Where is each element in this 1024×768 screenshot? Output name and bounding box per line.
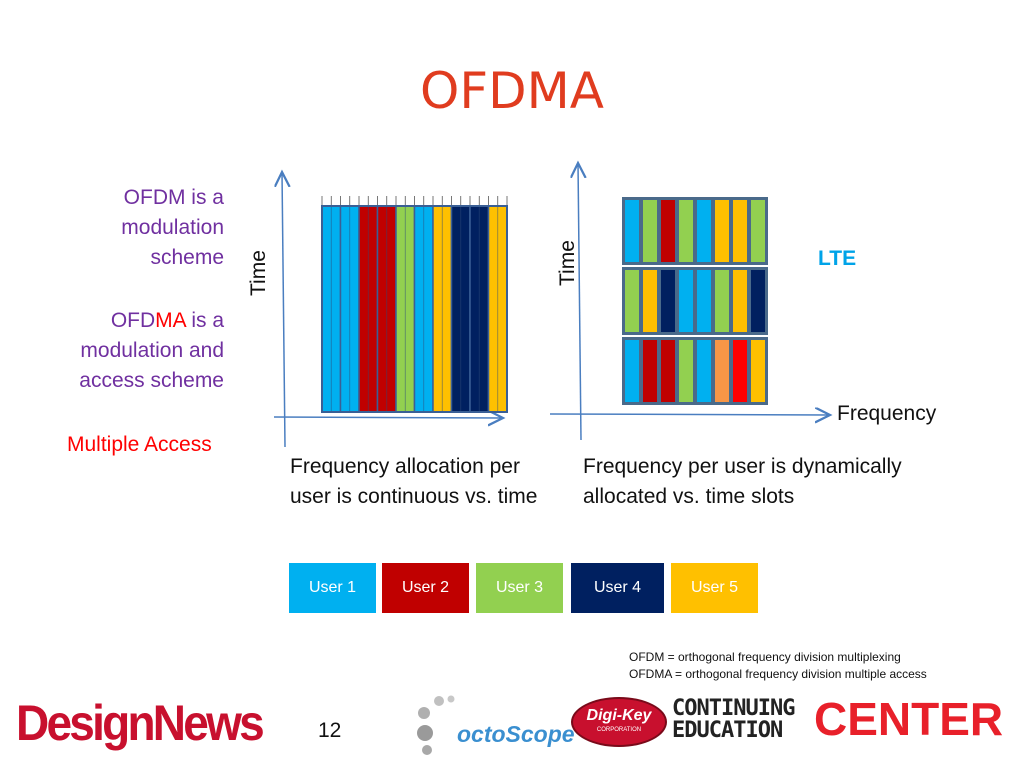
octoscope-wordmark: octoScope: [457, 721, 575, 747]
right-y-axis: [578, 163, 581, 441]
resource-block: [661, 270, 675, 332]
right-frequency-label: Frequency: [837, 402, 937, 425]
page-number: 12: [318, 719, 342, 742]
right-caption-line-1: Frequency per user is dynamically: [583, 455, 902, 478]
right-x-axis: [549, 414, 830, 415]
ofdma-abbreviation: OFDMA = orthogonal frequency division mu…: [629, 667, 927, 681]
resource-block: [715, 340, 729, 402]
left-caption-line-1: Frequency allocation per: [290, 455, 520, 478]
legend-user-1: User 1: [289, 563, 376, 613]
subcarrier-ticks: [321, 196, 508, 206]
resource-block: [679, 340, 693, 402]
resource-block: [625, 270, 639, 332]
legend-user-5: User 5: [671, 563, 758, 613]
digikey-subtitle: CORPORATION: [596, 727, 642, 733]
left-block-frame: [321, 205, 508, 413]
resource-block: [643, 270, 657, 332]
resource-block: [733, 270, 747, 332]
octoscope-logo: octoScope: [415, 693, 575, 755]
resource-block: [697, 200, 711, 262]
digikey-logo: Digi-Key CORPORATION: [571, 697, 667, 747]
continuing-education-logo: CONTINUING EDUCATION: [672, 696, 795, 743]
resource-block: [643, 340, 657, 402]
left-time-label: Time: [247, 250, 270, 296]
legend-user-5-label: User 5: [690, 579, 739, 596]
resource-block: [733, 340, 747, 402]
ofdm-line-3: scheme: [150, 246, 224, 269]
right-caption-line-2: allocated vs. time slots: [583, 485, 795, 508]
resource-block: [697, 270, 711, 332]
right-ofdma-diagram: [549, 155, 840, 441]
left-caption: Frequency allocation per user is continu…: [290, 452, 537, 512]
resource-block: [679, 270, 693, 332]
legend-user-4: User 4: [571, 563, 664, 613]
left-x-axis: [273, 417, 503, 418]
resource-block: [751, 200, 765, 262]
slide-title: OFDMA: [420, 62, 604, 120]
designnews-logo: DesignNews: [16, 695, 265, 751]
subcarrier-columns: [321, 205, 508, 413]
left-y-axis: [282, 172, 285, 448]
ofdm-line-1: OFDM is a: [123, 186, 224, 209]
ce-line-1: CONTINUING: [672, 696, 795, 721]
legend-user-3-label: User 3: [495, 579, 544, 596]
resource-block: [625, 340, 639, 402]
resource-block: [625, 200, 639, 262]
ofdma-prefix: OFD: [110, 309, 156, 332]
ofdma-description: OFDMA is a modulation and access scheme: [79, 306, 224, 396]
resource-block: [715, 200, 729, 262]
ce-line-2: EDUCATION: [672, 718, 783, 743]
ofdma-line-3: access scheme: [79, 369, 224, 392]
resource-block: [661, 200, 675, 262]
legend-user-3: User 3: [476, 563, 563, 613]
ofdma-line-2: modulation and: [80, 339, 224, 362]
right-caption: Frequency per user is dynamically alloca…: [583, 452, 902, 512]
resource-block: [661, 340, 675, 402]
ofdma-line-1: OFDMA is a: [79, 306, 224, 336]
ce-center-wordmark: CENTER: [814, 693, 1004, 745]
resource-block: [751, 340, 765, 402]
right-time-label: Time: [556, 240, 579, 286]
resource-block: [733, 200, 747, 262]
octoscope-dots-icon: [417, 695, 455, 755]
legend-user-2: User 2: [382, 563, 469, 613]
left-ofdm-diagram: [273, 165, 508, 448]
resource-block: [697, 340, 711, 402]
ofdma-suffix: is a: [185, 309, 224, 332]
legend-user-1-label: User 1: [308, 579, 357, 596]
resource-block: [751, 270, 765, 332]
resource-block: [715, 270, 729, 332]
multiple-access-label: Multiple Access: [67, 433, 212, 456]
ofdm-description: OFDM is a modulation scheme: [121, 183, 224, 273]
legend-user-4-label: User 4: [593, 579, 642, 596]
ofdm-abbreviation: OFDM = orthogonal frequency division mul…: [629, 650, 901, 664]
legend-user-2-label: User 2: [401, 579, 450, 596]
resource-grid: [622, 197, 768, 405]
lte-label: LTE: [818, 247, 857, 270]
ofdma-highlight: MA: [155, 309, 186, 332]
left-caption-line-2: user is continuous vs. time: [290, 485, 538, 508]
digikey-wordmark: Digi-Key: [586, 707, 652, 724]
resource-block: [643, 200, 657, 262]
ofdm-line-2: modulation: [121, 216, 224, 239]
abbreviation-notes: OFDM = orthogonal frequency division mul…: [629, 649, 927, 683]
resource-block: [679, 200, 693, 262]
